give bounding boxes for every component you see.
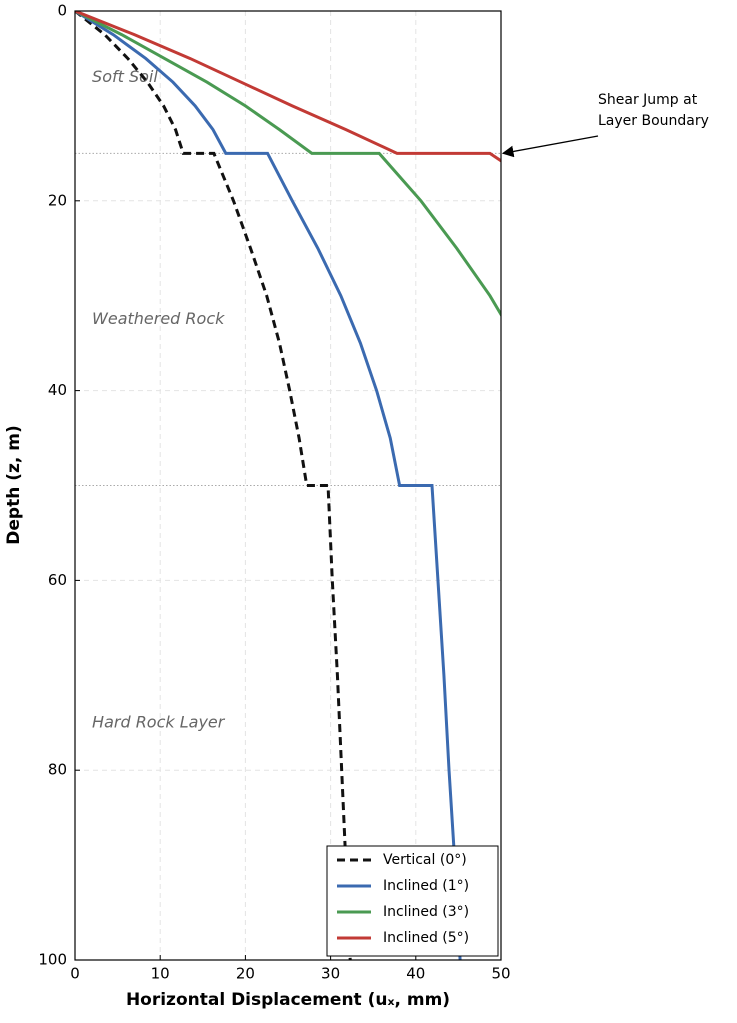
y-tick-label: 60 (48, 571, 67, 589)
x-axis-label: Horizontal Displacement (uₓ, mm) (126, 990, 450, 1010)
legend-label: Vertical (0°) (383, 852, 467, 868)
plot-lines (75, 11, 501, 960)
annotation-arrow (501, 135, 599, 158)
y-tick-label: 40 (48, 381, 67, 399)
legend-label: Inclined (3°) (383, 904, 469, 920)
y-tick-label: 100 (38, 951, 67, 969)
x-tick-label: 40 (406, 965, 425, 983)
x-tick-label: 20 (236, 965, 255, 983)
layer-label: Soft Soil (92, 67, 158, 86)
layer-label: Hard Rock Layer (92, 712, 226, 731)
y-tick-label: 80 (48, 761, 67, 779)
y-tick-label: 20 (48, 191, 67, 209)
annotation-text: Layer Boundary (598, 113, 709, 129)
x-tick-label: 30 (321, 965, 340, 983)
plot-frame (74, 10, 502, 961)
y-tick-label: 0 (57, 2, 67, 20)
series-line (75, 11, 352, 960)
legend-label: Inclined (1°) (383, 878, 469, 894)
series-line (75, 11, 462, 960)
y-axis-label: Depth (z, m) (4, 425, 24, 544)
x-tick-label: 0 (70, 965, 80, 983)
layer-label: Weathered Rock (92, 309, 225, 328)
annotation-text: Shear Jump at (598, 92, 698, 108)
series-line (75, 11, 501, 318)
legend-label: Inclined (5°) (383, 930, 469, 946)
x-tick-label: 50 (491, 965, 510, 983)
x-tick-label: 10 (151, 965, 170, 983)
series-line (75, 11, 501, 163)
